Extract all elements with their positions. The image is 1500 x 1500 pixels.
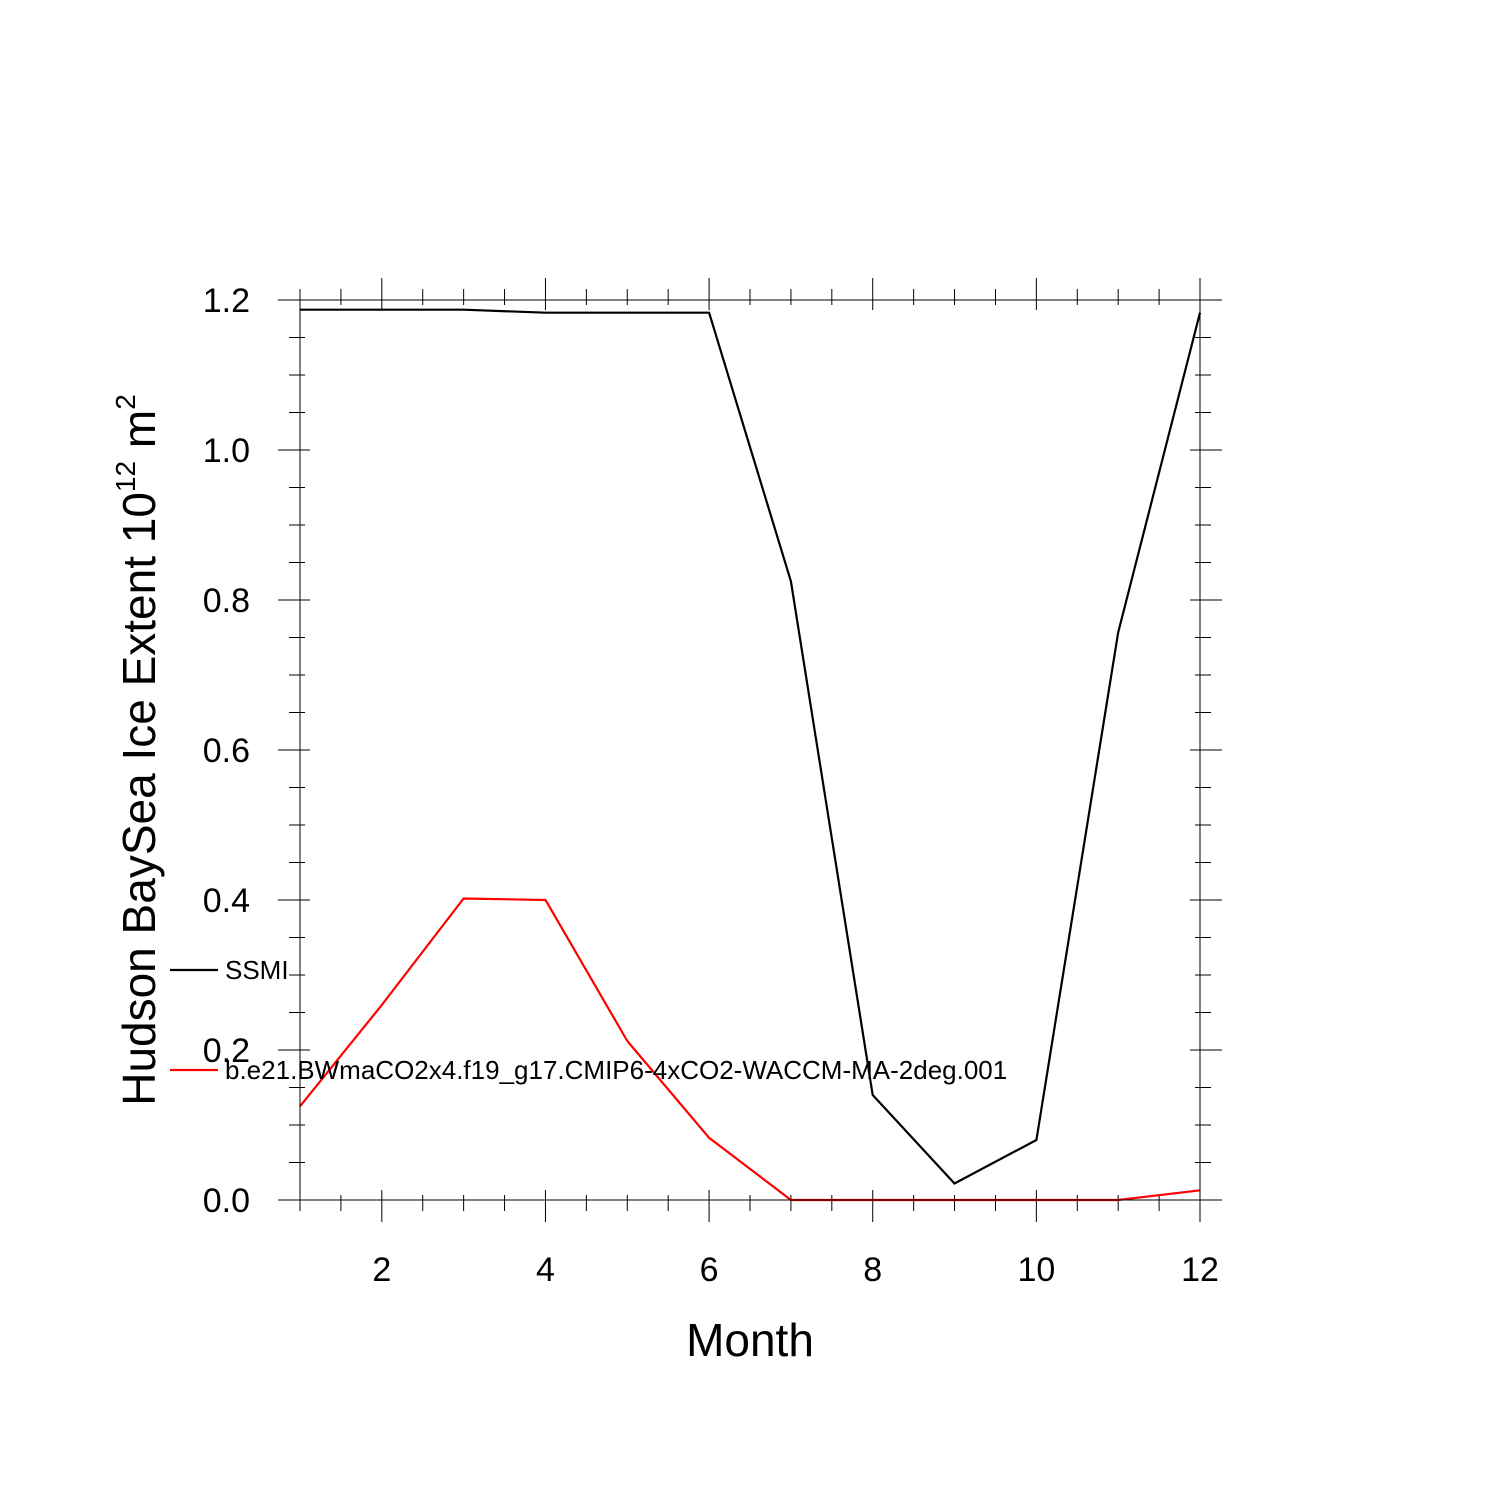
y-tick-label: 0.6 (203, 732, 250, 770)
x-tick-label: 8 (863, 1251, 882, 1289)
x-tick-label: 10 (1017, 1251, 1055, 1289)
y-axis-title-text: Hudson BaySea Ice Extent 10 (113, 492, 165, 1106)
y-axis-title-unit-exponent: 2 (110, 394, 141, 410)
x-tick-label: 4 (536, 1251, 555, 1289)
y-tick-label: 0.4 (203, 882, 250, 920)
x-tick-label: 6 (700, 1251, 719, 1289)
y-axis-title-exponent: 12 (110, 461, 141, 492)
y-tick-label: 0.0 (203, 1182, 250, 1220)
x-axis-title: Month (686, 1314, 814, 1366)
legend-label: SSMI (225, 955, 289, 985)
legend-label: b.e21.BWmaCO2x4.f19_g17.CMIP6-4xCO2-WACC… (225, 1055, 1007, 1085)
y-axis-title-unit: m (113, 410, 165, 461)
y-tick-label: 1.0 (203, 432, 250, 470)
x-tick-label: 12 (1181, 1251, 1219, 1289)
y-tick-label: 0.8 (203, 582, 250, 620)
y-axis-title: Hudson BaySea Ice Extent 1012 m2 (110, 394, 165, 1106)
y-tick-label: 0.2 (203, 1032, 250, 1070)
tick-labels: 2 4 6 8 10 12 0.0 0.2 0.4 0.6 0.8 1.0 1.2 (203, 282, 1219, 1289)
series-line (300, 308, 1202, 1185)
y-tick-label: 1.2 (203, 282, 250, 320)
plot-frame (299, 299, 1201, 1201)
series-line (299, 897, 1201, 1202)
legend: SSMI b.e21.BWmaCO2x4.f19_g17.CMIP6-4xCO2-… (170, 955, 1007, 1085)
x-tick-label: 2 (372, 1251, 391, 1289)
